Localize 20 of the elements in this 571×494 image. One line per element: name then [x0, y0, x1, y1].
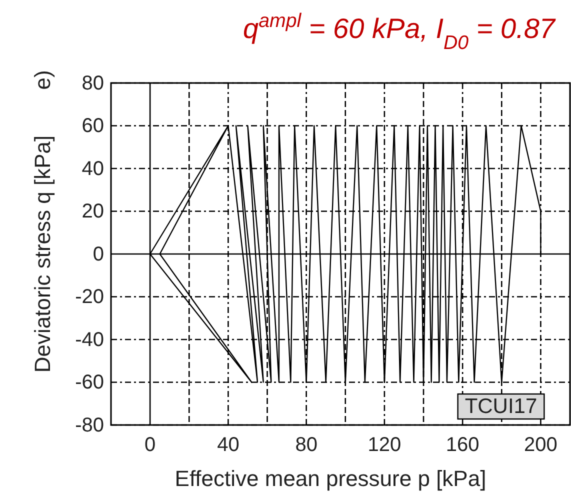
chart-title: q$^{ampl}$ = 60 kPa, I$_{D0}$ = 0.87: [243, 10, 556, 54]
x-tick-label: 0: [144, 434, 156, 456]
x-tick-label: 160: [446, 434, 480, 456]
text: e): [30, 70, 55, 90]
y-tick-label: -40: [75, 328, 104, 351]
x-tick-label: 40: [217, 434, 240, 456]
y-tick-label: -80: [75, 414, 104, 436]
y-axis-title: Deviatoric stress q [kPa]: [30, 135, 55, 373]
x-axis-title: Effective mean pressure p [kPa]: [174, 466, 486, 491]
x-tick-label: 200: [524, 434, 558, 456]
y-tick-label: 20: [82, 200, 104, 223]
y-tick-label: 60: [82, 115, 104, 138]
y-tick-label: 80: [82, 72, 104, 94]
x-tick-label: 80: [295, 434, 318, 456]
y-tick-label: -60: [75, 372, 104, 394]
y-tick-label: -20: [75, 286, 104, 308]
y-tick-label: 0: [92, 243, 104, 266]
annotation: TCUI17: [464, 395, 538, 418]
x-tick-label: 120: [368, 434, 402, 456]
y-tick-label: 40: [82, 158, 104, 180]
